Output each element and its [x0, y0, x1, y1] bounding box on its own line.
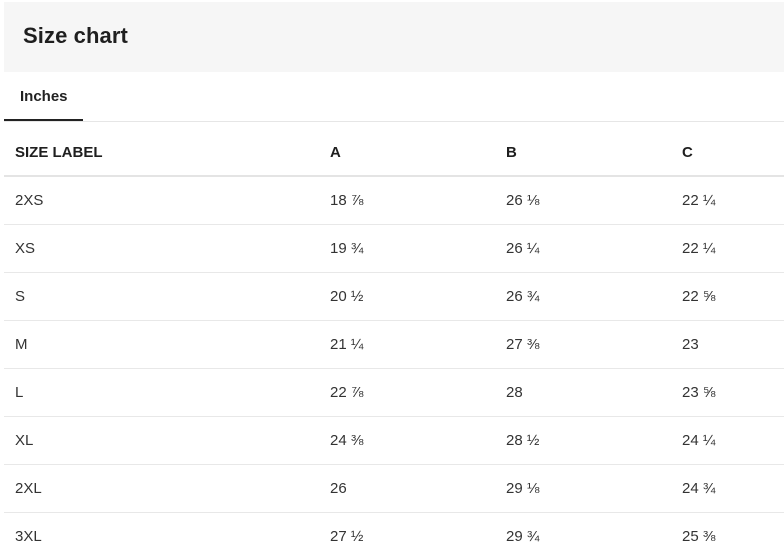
measurement-b-cell: 26 ¾: [495, 272, 671, 321]
size-label-cell: XS: [4, 224, 319, 273]
size-table: SIZE LABEL A B C 2XS 18 ⅞ 26 ⅛ 22 ¼ XS 1…: [4, 129, 784, 558]
tab-inches-label: Inches: [20, 88, 68, 105]
table-row: M 21 ¼ 27 ⅜ 23: [4, 320, 784, 369]
measurement-b-cell: 29 ¾: [495, 512, 671, 558]
size-label-cell: 3XL: [4, 512, 319, 558]
measurement-a-cell: 18 ⅞: [319, 176, 495, 225]
measurement-b-cell: 26 ¼: [495, 224, 671, 273]
size-label-cell: 2XS: [4, 176, 319, 225]
table-row: L 22 ⅞ 28 23 ⅝: [4, 368, 784, 417]
table-header-row: SIZE LABEL A B C: [4, 129, 784, 177]
column-header-a: A: [319, 129, 495, 177]
measurement-a-cell: 24 ⅜: [319, 416, 495, 465]
measurement-c-cell: 25 ⅜: [671, 512, 784, 558]
measurement-c-cell: 24 ¾: [671, 464, 784, 513]
column-header-b: B: [495, 129, 671, 177]
measurement-a-cell: 26: [319, 464, 495, 513]
measurement-c-cell: 22 ¼: [671, 224, 784, 273]
table-row: XS 19 ¾ 26 ¼ 22 ¼: [4, 224, 784, 273]
column-header-size-label: SIZE LABEL: [4, 129, 319, 177]
measurement-a-cell: 27 ½: [319, 512, 495, 558]
tab-inches[interactable]: Inches: [4, 72, 83, 121]
table-row: 2XS 18 ⅞ 26 ⅛ 22 ¼: [4, 176, 784, 225]
measurement-c-cell: 24 ¼: [671, 416, 784, 465]
measurement-a-cell: 19 ¾: [319, 224, 495, 273]
table-row: XL 24 ⅜ 28 ½ 24 ¼: [4, 416, 784, 465]
measurement-a-cell: 20 ½: [319, 272, 495, 321]
table-row: S 20 ½ 26 ¾ 22 ⅝: [4, 272, 784, 321]
size-chart-header: Size chart: [4, 2, 784, 72]
measurement-c-cell: 22 ¼: [671, 176, 784, 225]
measurement-c-cell: 23: [671, 320, 784, 369]
unit-tabs: Inches: [4, 72, 784, 122]
measurement-b-cell: 29 ⅛: [495, 464, 671, 513]
table-row: 3XL 27 ½ 29 ¾ 25 ⅜: [4, 512, 784, 558]
size-label-cell: 2XL: [4, 464, 319, 513]
size-label-cell: S: [4, 272, 319, 321]
measurement-b-cell: 26 ⅛: [495, 176, 671, 225]
table-row: 2XL 26 29 ⅛ 24 ¾: [4, 464, 784, 513]
measurement-b-cell: 28 ½: [495, 416, 671, 465]
size-label-cell: XL: [4, 416, 319, 465]
measurement-b-cell: 27 ⅜: [495, 320, 671, 369]
column-header-c: C: [671, 129, 784, 177]
size-label-cell: L: [4, 368, 319, 417]
measurement-a-cell: 22 ⅞: [319, 368, 495, 417]
measurement-b-cell: 28: [495, 368, 671, 417]
size-label-cell: M: [4, 320, 319, 369]
measurement-c-cell: 22 ⅝: [671, 272, 784, 321]
measurement-a-cell: 21 ¼: [319, 320, 495, 369]
page-title: Size chart: [23, 23, 128, 48]
measurement-c-cell: 23 ⅝: [671, 368, 784, 417]
